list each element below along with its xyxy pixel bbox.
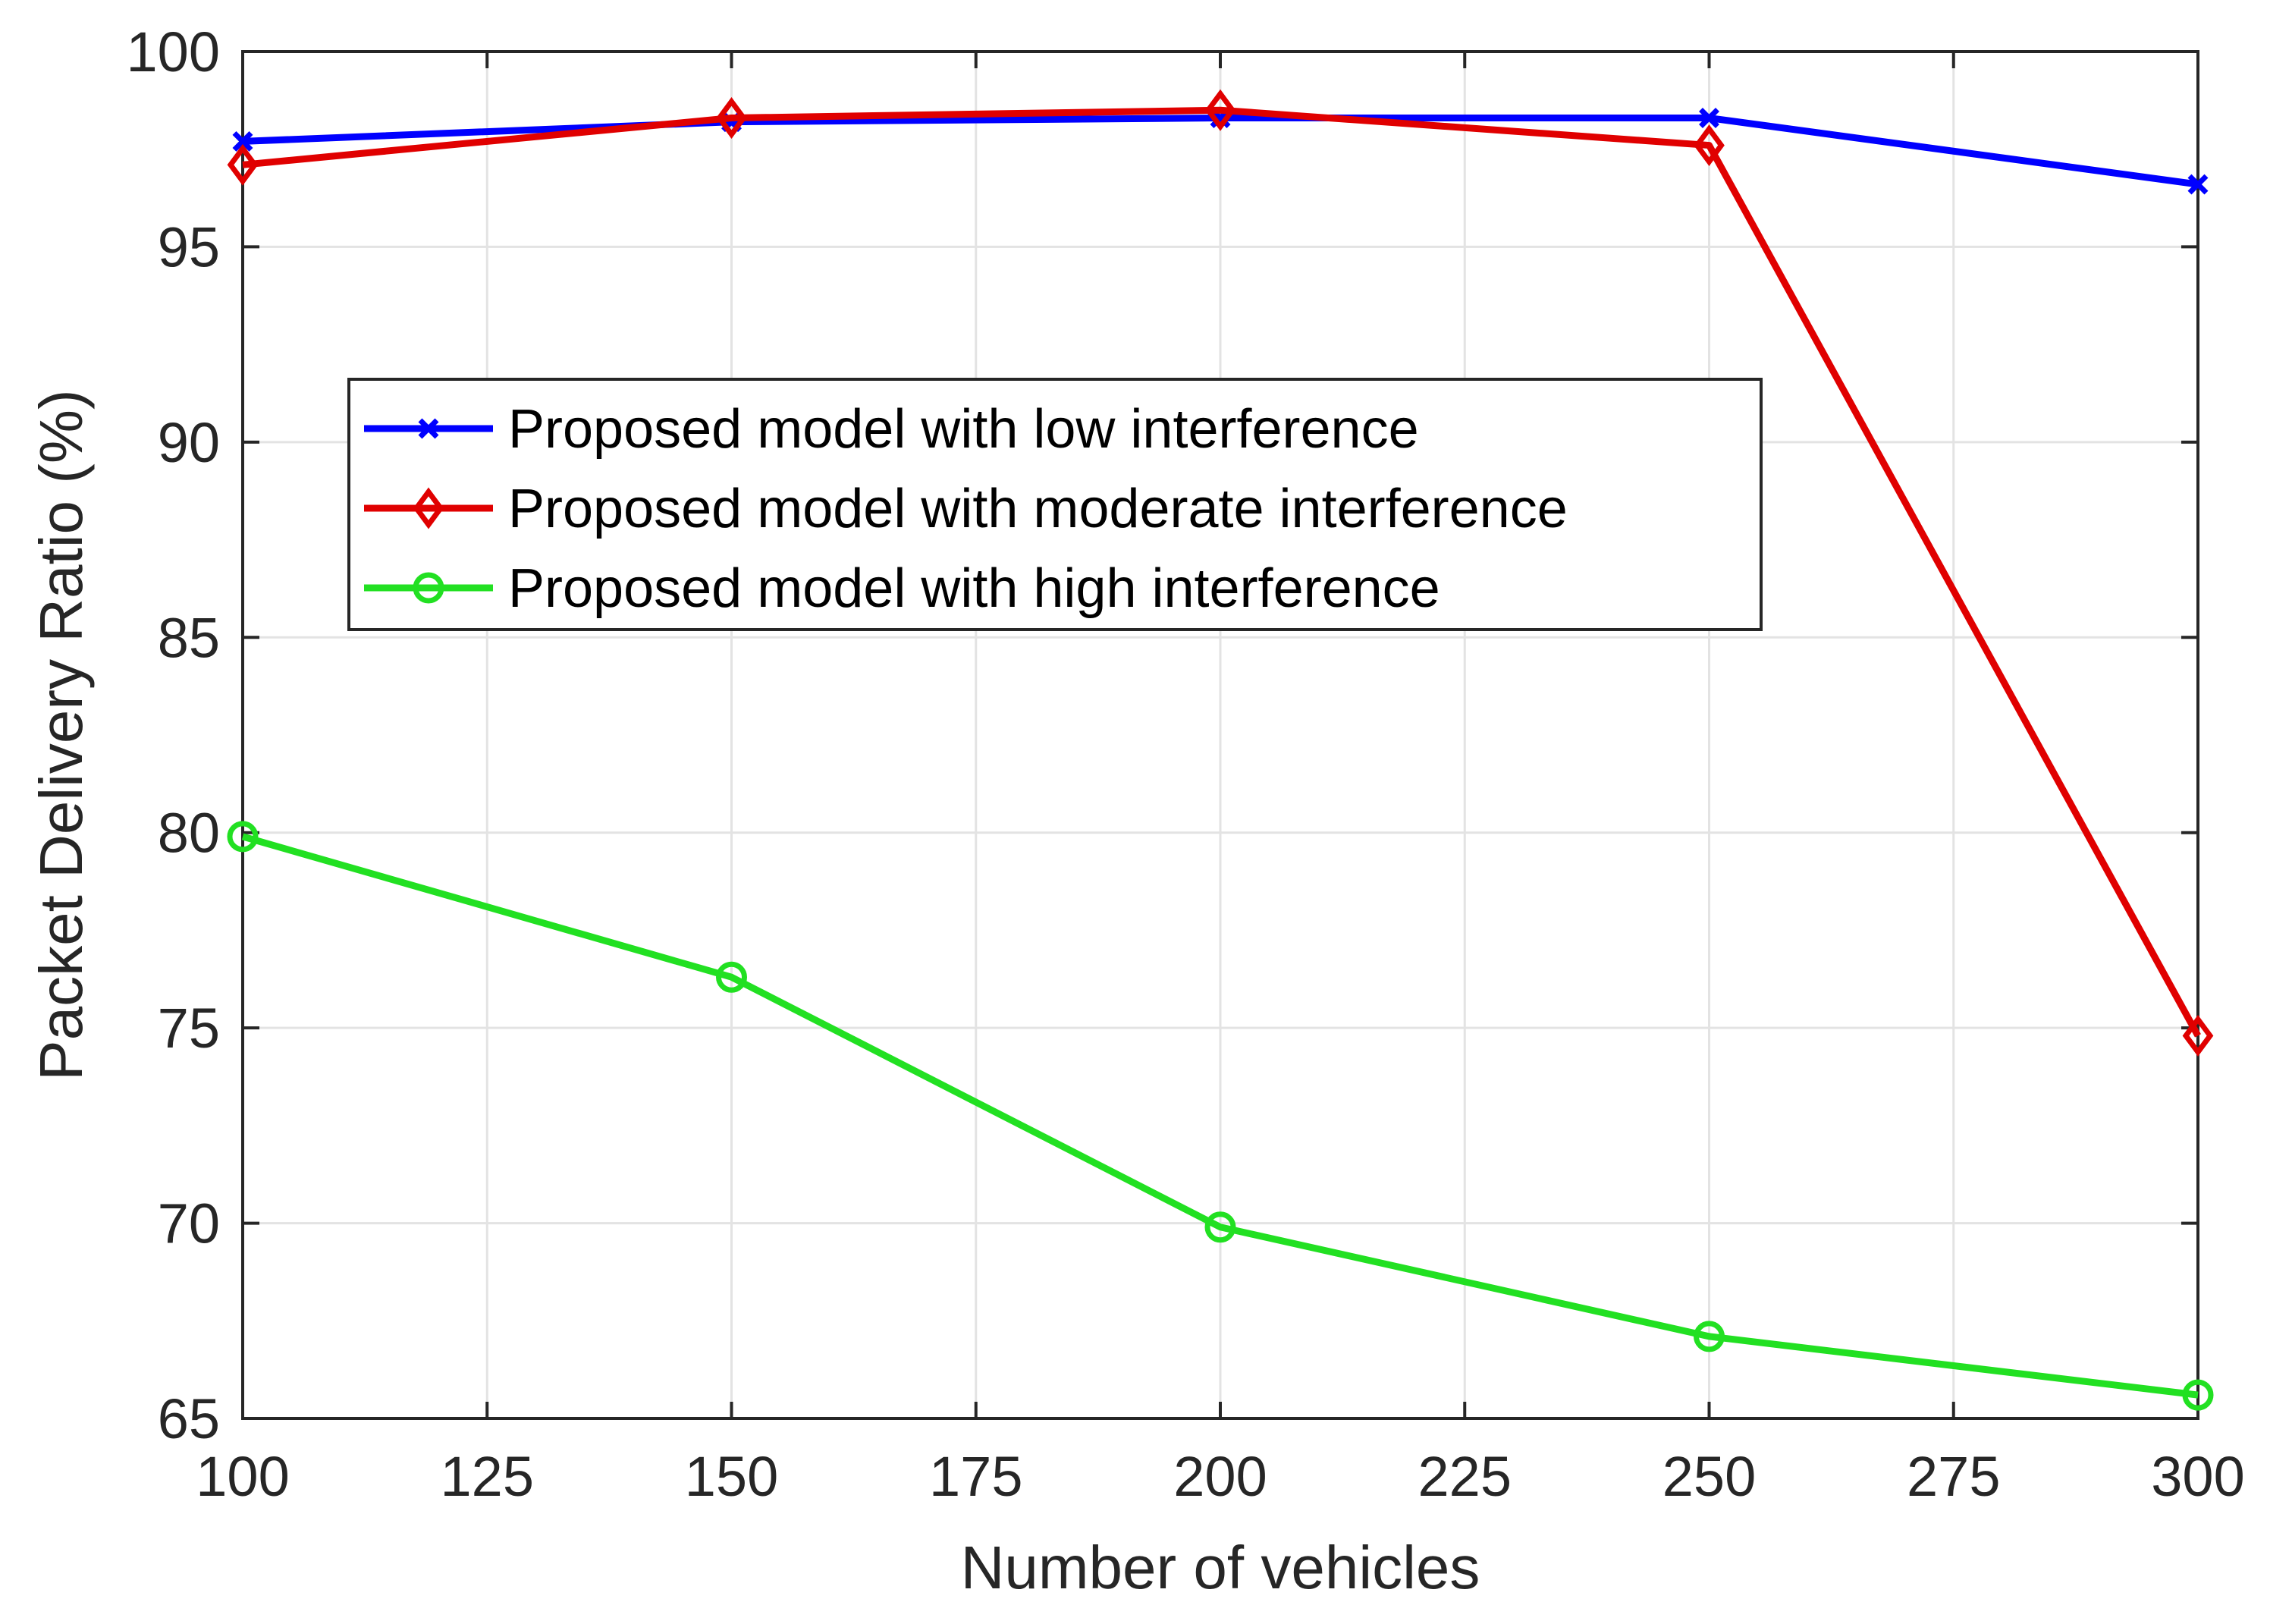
data-point: [2182, 1014, 2214, 1057]
data-point: [1699, 108, 1719, 129]
legend-marker: [418, 418, 439, 439]
data-point: [1694, 124, 1725, 167]
legend-item: Proposed model with high interference: [364, 558, 1440, 619]
data-point: [232, 130, 253, 152]
data-point: [1694, 1321, 1725, 1352]
y-tick-label: 80: [158, 802, 220, 865]
x-tick-label: 275: [1907, 1445, 2000, 1508]
data-point: [716, 961, 747, 993]
legend-label: Proposed model with moderate interferenc…: [508, 479, 1568, 539]
x-tick-label: 100: [196, 1445, 289, 1508]
x-tick-label: 200: [1173, 1445, 1267, 1508]
series-group: [227, 89, 2214, 1411]
y-tick-label: 90: [158, 411, 220, 474]
legend-label: Proposed model with low interference: [508, 399, 1419, 460]
series-2: [227, 89, 2214, 1057]
marker-stroke: [1699, 108, 1719, 129]
marker-stroke: [2187, 174, 2209, 195]
axis-ticks: 100 125 150 175 200 225 250 275 300 65 70 75 80 85 90 9…: [127, 20, 2245, 1508]
legend-item: Proposed model with low interference: [364, 399, 1419, 460]
y-tick-label: 70: [158, 1192, 220, 1255]
legend-marker: [413, 572, 444, 604]
data-point: [1204, 89, 1236, 131]
marker-stroke: [232, 130, 253, 152]
y-tick-label: 95: [158, 215, 220, 278]
y-tick-label: 85: [158, 606, 220, 669]
legend-item: Proposed model with moderate interferenc…: [364, 479, 1568, 539]
data-point: [2182, 1379, 2214, 1411]
series-line: [241, 833, 2199, 1399]
legend-marker: [413, 487, 444, 529]
x-axis-title: Number of vehicles: [961, 1534, 1480, 1601]
legend-box: [347, 378, 1763, 631]
marker-stroke: [418, 418, 439, 439]
y-tick-label: 65: [158, 1387, 220, 1450]
x-tick-label: 250: [1662, 1445, 1756, 1508]
data-point: [227, 821, 259, 853]
legend: Proposed model with low interference Prop…: [347, 378, 1763, 631]
x-tick-label: 175: [929, 1445, 1022, 1508]
x-tick-label: 300: [2151, 1445, 2244, 1508]
x-tick-label: 150: [685, 1445, 778, 1508]
data-point: [227, 143, 259, 186]
data-point: [716, 97, 747, 140]
legend-label: Proposed model with high interference: [508, 558, 1440, 619]
data-point: [1204, 1211, 1236, 1243]
y-tick-label: 100: [127, 20, 220, 83]
y-axis-title: Packet Delivery Ratio (%): [27, 389, 95, 1080]
data-point: [2187, 174, 2209, 195]
series-3: [227, 821, 2214, 1411]
y-tick-label: 75: [158, 997, 220, 1060]
x-tick-label: 125: [441, 1445, 534, 1508]
series-line: [242, 106, 2201, 1038]
x-tick-label: 225: [1418, 1445, 1512, 1508]
